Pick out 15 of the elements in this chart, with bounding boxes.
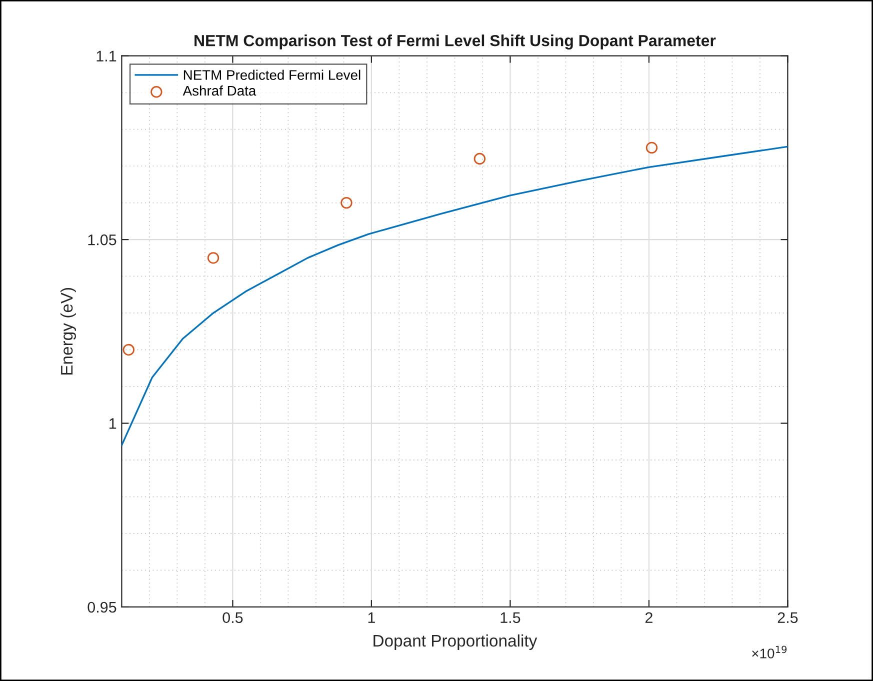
x-axis-title: Dopant Proportionality	[374, 634, 538, 650]
x-tick-label: 2.5	[778, 612, 798, 624]
y-tick-label: 1.05	[88, 234, 116, 246]
y-tick-label: 0.95	[88, 602, 116, 613]
y-axis-title: Energy (eV)	[60, 288, 76, 374]
legend-label: NETM Predicted Fermi Level	[184, 70, 360, 80]
y-tick-label: 1.1	[96, 50, 116, 62]
x-tick-label: 1	[368, 612, 375, 623]
chart-title: NETM Comparison Test of Fermi Level Shift Using Dopant Parameter	[194, 34, 716, 50]
y-tick-label: 1	[110, 418, 116, 429]
x-tick-label: 1.5	[500, 612, 520, 624]
text: ×10$^{19}$	[752, 646, 787, 658]
legend-label: Ashraf Data	[182, 85, 256, 96]
x-tick-label: 0.5	[222, 612, 243, 624]
x-tick-label: 2	[645, 612, 652, 623]
